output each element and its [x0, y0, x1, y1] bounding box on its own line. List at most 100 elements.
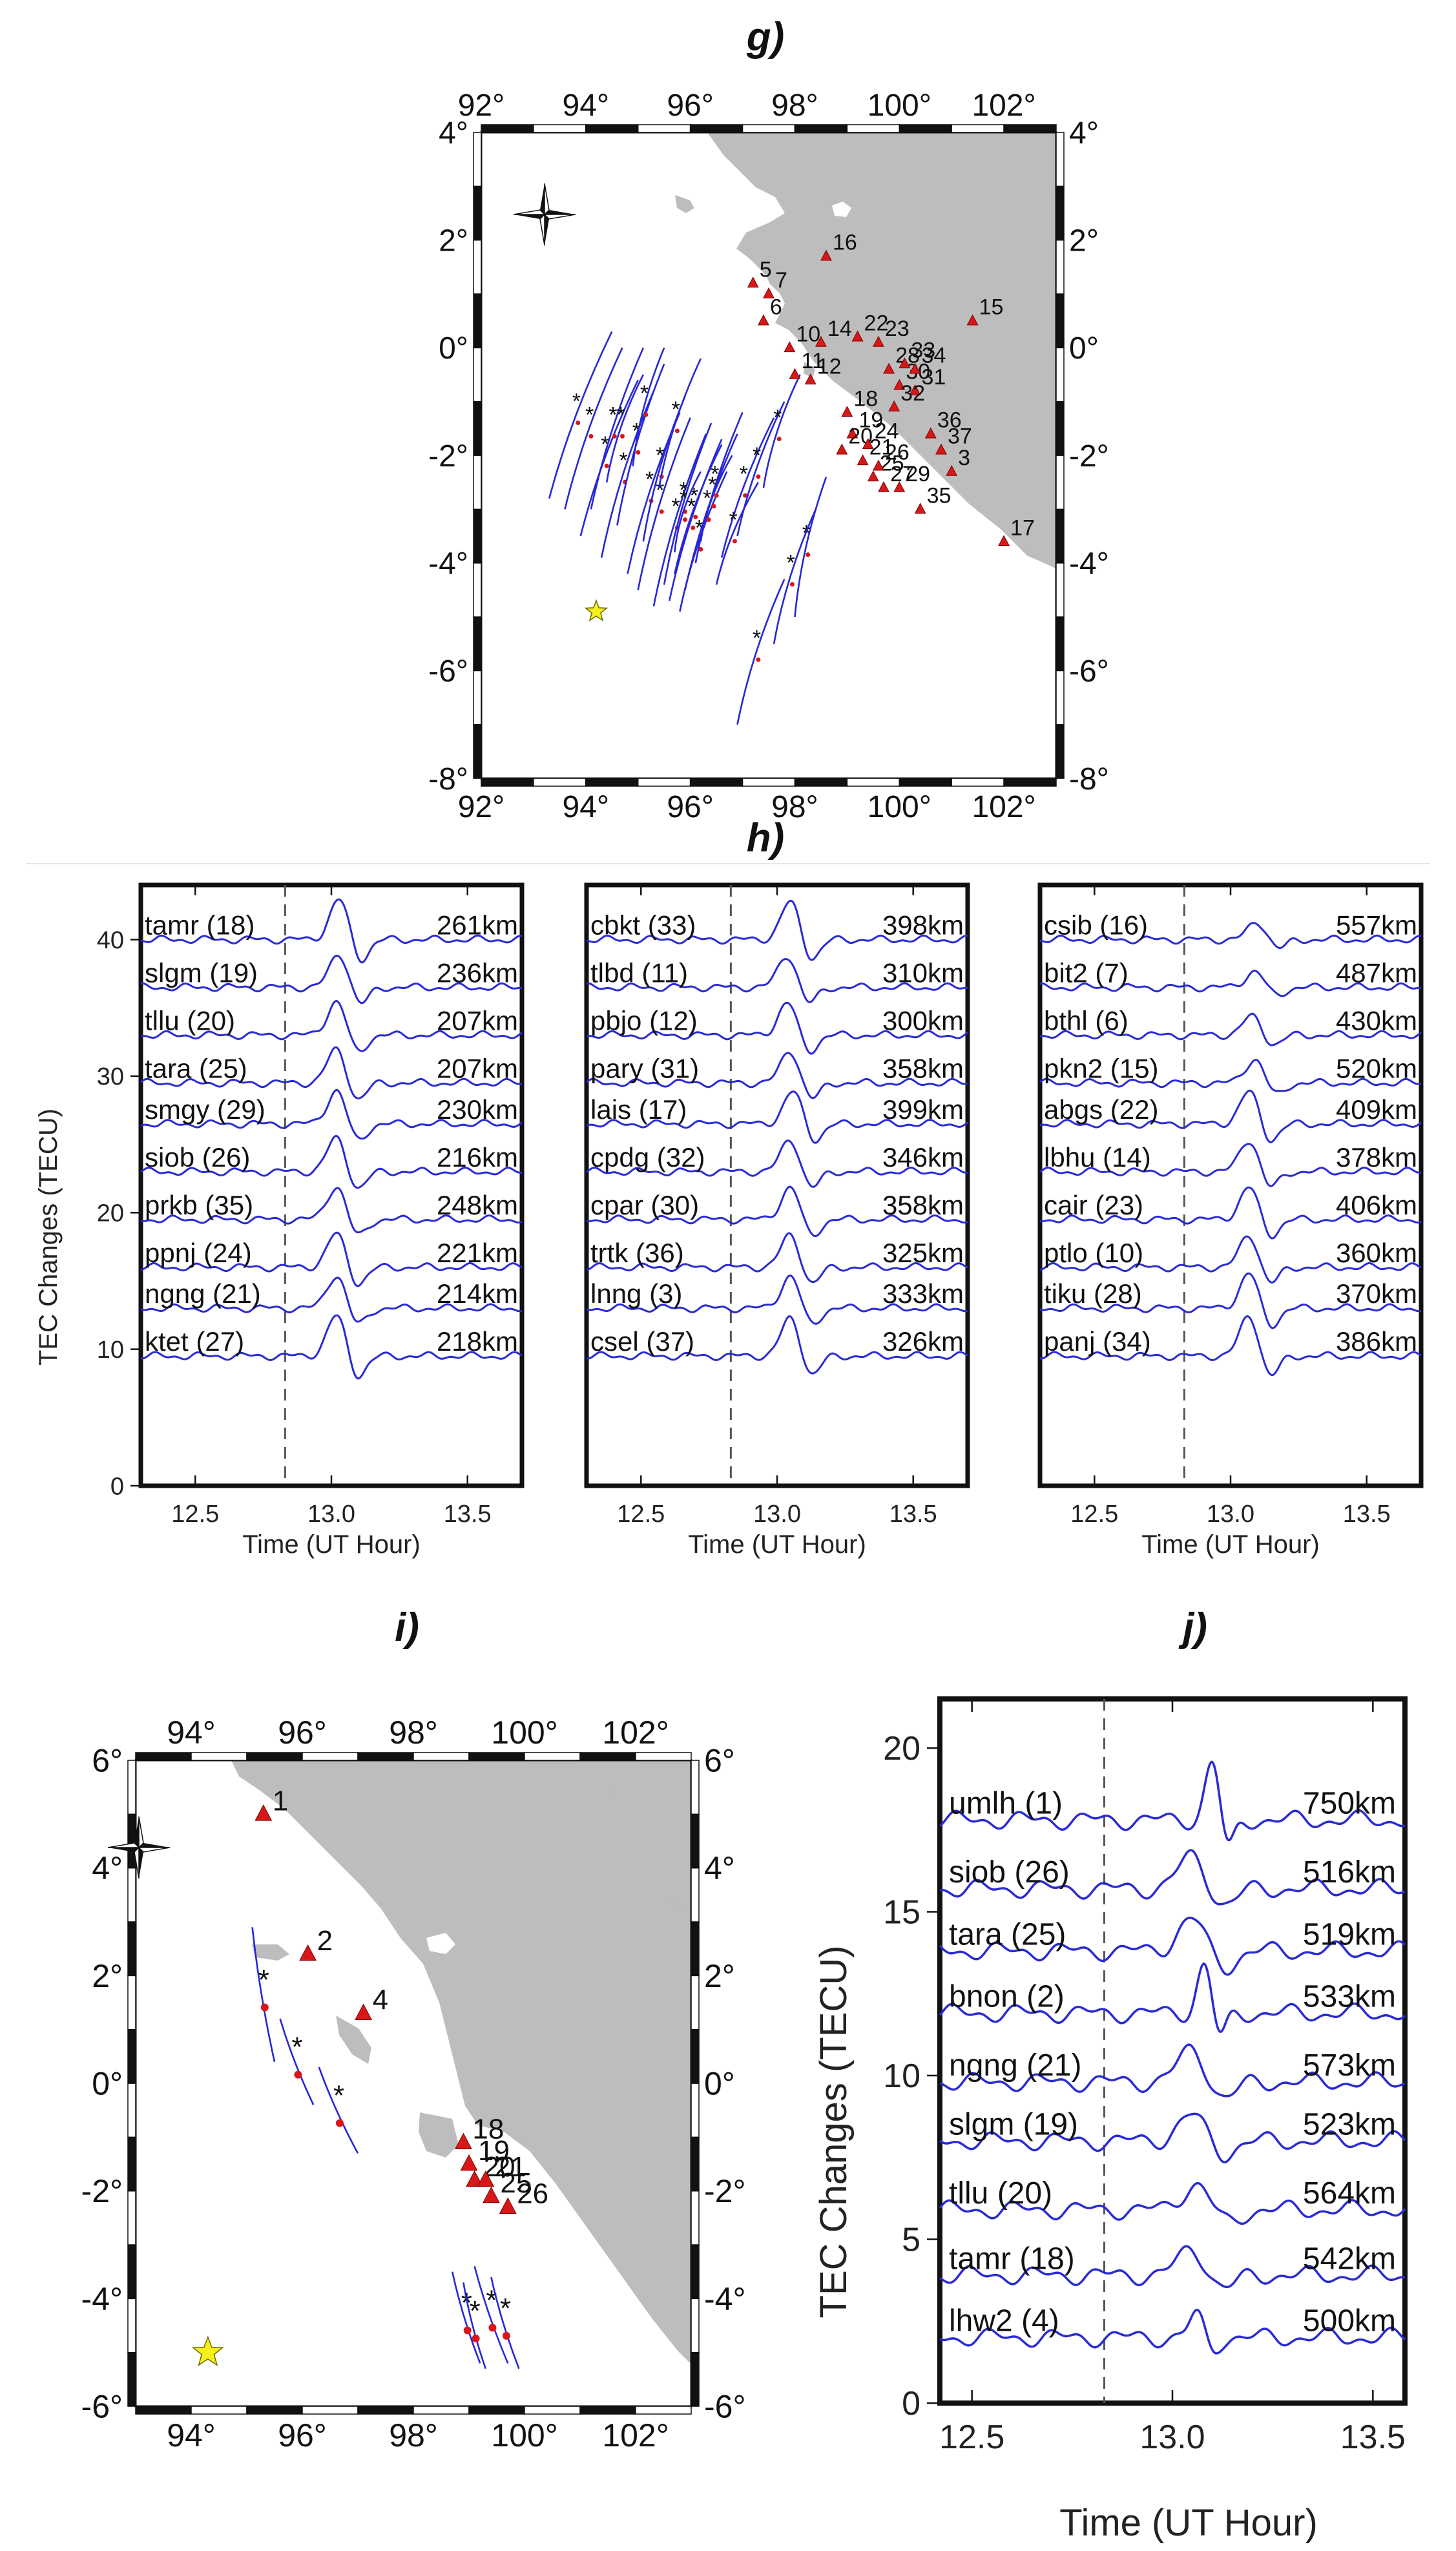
frame-segment-bottom	[481, 778, 534, 787]
star-icon	[191, 2335, 224, 2366]
tec-trace	[586, 899, 968, 961]
panel-label-h: h)	[747, 816, 785, 860]
tec-trace	[1039, 1012, 1422, 1046]
triangle-icon	[935, 443, 947, 455]
tec-trace	[586, 957, 968, 1004]
ipp-time-mark: *	[601, 432, 609, 457]
ipp-track	[605, 374, 644, 483]
station-label: 7	[775, 268, 787, 293]
trace-station-label: tlbd (11)	[590, 958, 688, 988]
station-label: 26	[885, 441, 910, 465]
frame-segment-left	[473, 724, 482, 779]
ipp-track	[762, 374, 801, 488]
map-lat-label-left: 4°	[439, 116, 468, 151]
frame-segment-top	[468, 1752, 525, 1761]
trace-station-label: abgs (22)	[1044, 1094, 1158, 1125]
triangle-icon	[946, 464, 958, 476]
ipp-marker	[806, 552, 811, 557]
ipp-track	[590, 347, 645, 510]
station-label: 22	[864, 311, 889, 336]
station-label: 18	[853, 386, 878, 411]
y-tick-label: 5	[902, 2222, 920, 2259]
frame-segment-top	[302, 1752, 359, 1761]
ipp-track	[490, 2276, 520, 2369]
map-lon-label-top: 102°	[972, 89, 1035, 123]
map-lat-label-right: -8°	[1069, 762, 1109, 797]
ipp-marker	[732, 539, 737, 544]
trace-station-label: bnon (2)	[949, 1980, 1065, 2014]
trace-distance-label: 573km	[1303, 2048, 1396, 2083]
trace-distance-label: 399km	[882, 1094, 964, 1125]
y-tick-label: 0	[110, 1473, 124, 1500]
map-lon-label-top: 92°	[458, 89, 505, 123]
tec-trace	[1039, 1059, 1422, 1092]
map-lat-label-right: 6°	[704, 1743, 735, 1779]
map-lon-label-top: 100°	[491, 1714, 557, 1751]
x-tick-label: 13.5	[444, 1501, 492, 1528]
frame-segment-top	[533, 124, 587, 133]
trace-distance-label: 386km	[1336, 1326, 1417, 1357]
x-axis-label: Time (UT Hour)	[688, 1530, 866, 1559]
triangle-icon	[757, 314, 769, 326]
x-tick-label: 13.0	[1207, 1501, 1254, 1528]
ipp-marker	[643, 412, 649, 417]
tec-trace	[586, 1052, 968, 1099]
ipp-marker	[756, 474, 761, 479]
trace-distance-label: 430km	[1336, 1006, 1417, 1036]
map-lon-label-bottom: 92°	[458, 790, 505, 824]
y-tick-label: 30	[97, 1063, 124, 1090]
frame-segment-right	[691, 2351, 700, 2407]
frame-segment-left	[127, 2136, 136, 2192]
ipp-track	[773, 508, 817, 644]
x-tick-label: 12.5	[1070, 1501, 1118, 1528]
triangle-icon	[893, 481, 906, 492]
triangle-icon	[255, 1804, 273, 1821]
map-lat-label-left: 6°	[92, 1743, 123, 1779]
trace-station-label: tamr (18)	[949, 2242, 1075, 2276]
trace-distance-label: 360km	[1336, 1238, 1417, 1268]
frame-segment-bottom	[246, 2406, 303, 2415]
station-label: 1	[273, 1785, 288, 1817]
frame-segment-right	[1056, 508, 1065, 564]
frame-segment-top	[246, 1752, 303, 1761]
ipp-time-mark: *	[640, 381, 649, 406]
map-lat-label-right: 2°	[1069, 224, 1099, 258]
map-lat-label-right: 2°	[704, 1958, 735, 1994]
ipp-track	[694, 411, 744, 563]
star-icon	[584, 599, 608, 622]
ipp-time-mark: *	[708, 473, 716, 497]
station-label: 37	[948, 424, 972, 449]
ipp-time-mark: *	[680, 486, 688, 511]
ipp-marker	[260, 2003, 269, 2012]
island-nias-i	[336, 2015, 371, 2064]
frame-segment-top	[524, 1752, 581, 1761]
j-x-axis-label: Time (UT Hour)	[1059, 2502, 1318, 2544]
tec-trace	[586, 1090, 968, 1144]
trace-distance-label: 409km	[1336, 1094, 1417, 1125]
trace-distance-label: 516km	[1303, 1855, 1396, 1890]
trace-distance-label: 557km	[1336, 910, 1417, 941]
ipp-time-mark: *	[671, 397, 680, 422]
trace-distance-label: 370km	[1336, 1278, 1417, 1309]
ipp-marker	[604, 463, 609, 468]
trace-station-label: tllu (20)	[949, 2176, 1052, 2211]
triangle-icon	[454, 2132, 472, 2149]
tec-trace	[140, 1134, 523, 1189]
station-label: 21	[495, 2151, 526, 2183]
trace-station-label: bit2 (7)	[1044, 958, 1128, 988]
frame-segment-left	[127, 2351, 136, 2407]
ipp-time-mark: *	[333, 2080, 344, 2112]
map-lon-label-top: 96°	[278, 1714, 327, 1751]
frame-segment-right	[691, 1813, 700, 1869]
ipp-time-mark: *	[729, 508, 737, 532]
triangle-icon	[893, 379, 906, 390]
island-batu	[804, 362, 815, 378]
map-lat-label-right: -6°	[704, 2389, 745, 2425]
station-label: 25	[500, 2167, 532, 2199]
trace-station-label: siob (26)	[949, 1855, 1070, 1890]
trace-distance-label: 500km	[1303, 2304, 1396, 2338]
ipp-track	[463, 2282, 487, 2369]
frame-segment-top	[481, 124, 534, 133]
y-tick-label: 10	[97, 1337, 124, 1364]
